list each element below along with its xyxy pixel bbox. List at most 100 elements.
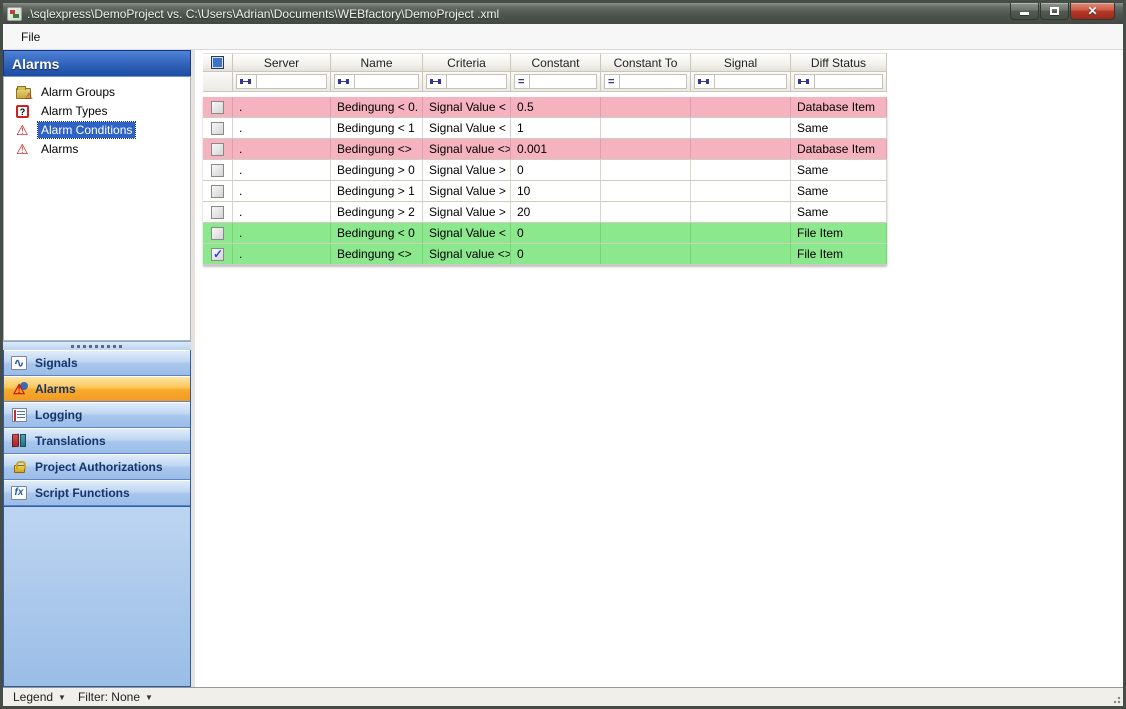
table-row[interactable]: . Bedingung < 0. Signal Value <0.5 Database… <box>203 97 887 118</box>
tree-item-alarms[interactable]: ⚠ Alarms <box>16 140 188 158</box>
range-filter-icon[interactable] <box>697 77 710 86</box>
filter-cell-name <box>331 72 423 92</box>
alarm-types-icon: ? <box>16 104 29 118</box>
column-header-criteria[interactable]: Criteria <box>423 53 511 72</box>
nav-item-label: Signals <box>35 355 78 370</box>
range-filter-icon[interactable] <box>429 77 442 86</box>
tree-item-alarm-types[interactable]: ? Alarm Types <box>16 102 188 120</box>
row-checkbox[interactable] <box>211 226 224 240</box>
legend-dropdown[interactable]: Legend ▼ <box>7 690 72 704</box>
nav-item-logging[interactable]: Logging <box>4 402 190 428</box>
nav-item-label: Alarms <box>35 381 76 396</box>
logging-glyph <box>11 407 27 422</box>
table-row[interactable]: . Bedingung <> Signal value <> 0.001 Databas… <box>203 139 887 160</box>
row-checkbox[interactable] <box>211 247 224 261</box>
filter-caret-icon: ▼ <box>145 692 153 702</box>
filter-cell-checkbox <box>203 72 233 92</box>
table-row[interactable]: . Bedingung < 0 Signal Value <0 File Item <box>203 223 887 244</box>
nav-item-project-authorizations[interactable]: Project Authorizations <box>4 454 190 480</box>
nav-item-signals[interactable]: ∿ Signals <box>4 350 190 376</box>
filter-cell-server <box>233 72 331 92</box>
equals-filter-icon[interactable]: = <box>518 75 525 88</box>
filter-separator <box>529 74 531 89</box>
row-checkbox[interactable] <box>211 184 224 198</box>
column-header-signal[interactable]: Signal <box>691 53 791 72</box>
column-header-server[interactable]: Server <box>233 53 331 72</box>
filter-editor-signal[interactable] <box>694 74 787 89</box>
tree-item-label: Alarm Conditions <box>36 121 137 139</box>
column-header-diff_status[interactable]: Diff Status <box>791 53 887 72</box>
nav-item-script-functions[interactable]: fx Script Functions <box>4 480 190 506</box>
books-glyph <box>12 433 26 448</box>
app-icon <box>7 6 22 21</box>
title-bar[interactable]: .\sqlexpress\DemoProject vs. C:\Users\Ad… <box>3 3 1123 24</box>
cell-signal <box>691 202 791 222</box>
filter-cell-constant: = <box>511 72 601 92</box>
row-checkbox-cell <box>203 244 233 264</box>
table-row[interactable]: . Bedingung > 2 Signal Value >20 Same <box>203 202 887 223</box>
column-header-constant_to[interactable]: Constant To <box>601 53 691 72</box>
table-row[interactable]: . Bedingung > 0 Signal Value >0 Same <box>203 160 887 181</box>
window-controls: ✕ <box>1009 3 1115 20</box>
filter-editor-server[interactable] <box>236 74 327 89</box>
row-checkbox-cell <box>203 139 233 159</box>
cell-constant: 0.5 <box>511 97 601 117</box>
sidebar: Alarms Alarm Groups? Alarm Types ⚠ Alarm Co… <box>3 50 195 687</box>
nav-item-label: Script Functions <box>35 485 130 500</box>
cell-constant_to <box>601 223 691 243</box>
filter-editor-constant_to[interactable]: = <box>604 74 687 89</box>
maximize-button[interactable] <box>1040 3 1069 20</box>
grid-header-row: Server Name Criteria Constant Constant To Sig… <box>203 53 887 72</box>
alarm-types-icon: ? <box>16 104 33 119</box>
resize-grip[interactable] <box>1111 694 1121 704</box>
legend-label: Legend <box>13 690 54 704</box>
filter-editor-constant[interactable]: = <box>514 74 597 89</box>
row-checkbox[interactable] <box>211 142 224 156</box>
row-checkbox[interactable] <box>211 163 224 177</box>
cell-criteria: Signal Value < <box>423 97 511 117</box>
column-header-constant[interactable]: Constant <box>511 53 601 72</box>
fx-icon: fx <box>10 485 28 501</box>
tree-item-label: Alarm Types <box>41 104 108 118</box>
nav-item-translations[interactable]: Translations <box>4 428 190 454</box>
diff-grid: Server Name Criteria Constant Constant To Sig… <box>203 53 887 265</box>
menu-file[interactable]: File <box>21 29 41 44</box>
equals-filter-icon[interactable]: = <box>608 75 615 88</box>
minimize-button[interactable] <box>1010 3 1039 20</box>
filter-editor-diff_status[interactable] <box>794 74 883 89</box>
cell-criteria: Signal Value < <box>423 118 511 138</box>
tree-item-alarm-conditions[interactable]: ⚠ Alarm Conditions <box>16 121 188 139</box>
filter-editor-criteria[interactable] <box>426 74 507 89</box>
row-checkbox[interactable] <box>211 100 224 114</box>
cell-criteria: Signal Value > <box>423 160 511 180</box>
tree-item-alarm-groups[interactable]: Alarm Groups <box>16 83 188 101</box>
gear-glyph <box>20 381 28 390</box>
filter-dropdown[interactable]: Filter: None ▼ <box>72 690 159 704</box>
nav-item-alarms[interactable]: ⚠ Alarms <box>4 376 190 402</box>
filter-separator <box>256 74 257 89</box>
cell-criteria: Signal Value < <box>423 223 511 243</box>
select-all-checkbox[interactable] <box>211 56 224 69</box>
table-row[interactable]: . Bedingung < 1 Signal Value <1 Same <box>203 118 887 139</box>
close-icon: ✕ <box>1087 4 1098 18</box>
filter-separator <box>814 74 815 89</box>
range-filter-icon[interactable] <box>797 77 810 86</box>
range-filter-icon[interactable] <box>239 77 252 86</box>
close-button[interactable]: ✕ <box>1070 3 1115 20</box>
cell-name: Bedingung < 0. <box>331 97 423 117</box>
cell-diff_status: Same <box>791 202 887 222</box>
range-filter-icon[interactable] <box>337 77 350 86</box>
column-header-name[interactable]: Name <box>331 53 423 72</box>
cell-constant: 0.001 <box>511 139 601 159</box>
cell-diff_status: Same <box>791 160 887 180</box>
table-row[interactable]: . Bedingung > 1 Signal Value >10 Same <box>203 181 887 202</box>
cell-server: . <box>233 118 331 138</box>
table-row[interactable]: .Bedingung <>Signal value <>0 File Item <box>203 244 887 265</box>
row-checkbox[interactable] <box>211 205 224 219</box>
cell-server: . <box>233 202 331 222</box>
panel-splitter[interactable] <box>3 341 191 350</box>
row-checkbox[interactable] <box>211 121 224 135</box>
filter-editor-name[interactable] <box>334 74 419 89</box>
nav-item-label: Logging <box>35 407 83 422</box>
